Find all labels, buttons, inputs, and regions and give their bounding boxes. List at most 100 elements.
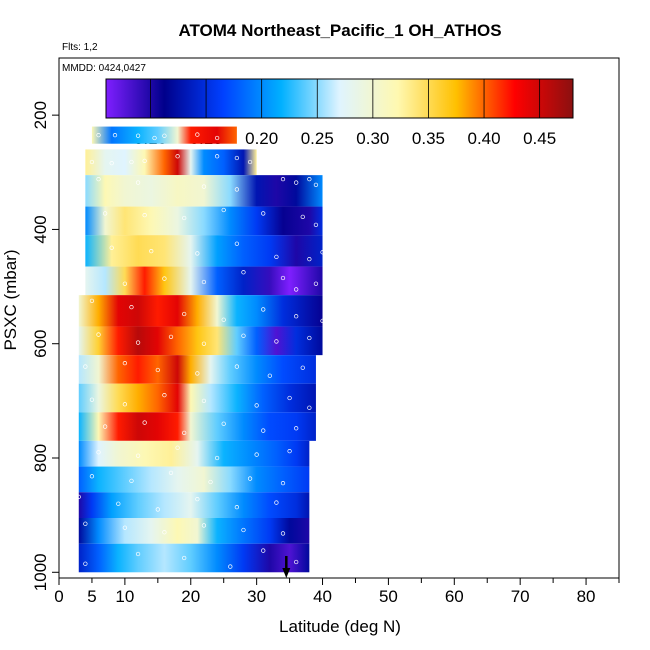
data-point bbox=[254, 403, 259, 408]
data-point bbox=[168, 334, 174, 340]
data-point bbox=[214, 135, 220, 141]
data-point bbox=[112, 132, 118, 138]
y-tick-label: 400 bbox=[31, 215, 50, 243]
flights-subtitle: Flts: 1,2 bbox=[62, 42, 98, 53]
data-point bbox=[129, 304, 134, 310]
heatmap-rows bbox=[78, 126, 323, 573]
data-point bbox=[122, 281, 128, 286]
data-point bbox=[89, 397, 95, 402]
colorbar-tick-label: 0.40 bbox=[468, 129, 501, 148]
data-point bbox=[307, 256, 312, 262]
heatmap-row bbox=[78, 412, 316, 441]
data-point bbox=[162, 392, 167, 398]
heatmap-row bbox=[78, 518, 310, 544]
data-point bbox=[201, 398, 207, 404]
data-point bbox=[155, 367, 160, 373]
heatmap-row bbox=[85, 175, 323, 207]
x-axis: 0 5 10 20 30 40 50 60 70 80 bbox=[54, 578, 620, 606]
data-point bbox=[234, 364, 240, 369]
data-point bbox=[201, 523, 207, 528]
heatmap-row bbox=[85, 266, 323, 296]
data-point bbox=[175, 154, 180, 159]
heatmap-row bbox=[78, 440, 310, 467]
x-axis-label: Latitude (deg N) bbox=[279, 617, 401, 636]
data-point bbox=[214, 455, 220, 461]
data-point bbox=[234, 155, 240, 161]
data-point bbox=[96, 176, 101, 182]
data-point bbox=[214, 154, 220, 159]
y-tick-label: 600 bbox=[31, 330, 50, 358]
data-point bbox=[149, 248, 154, 254]
data-point bbox=[307, 176, 312, 182]
data-point bbox=[162, 276, 167, 281]
data-point bbox=[287, 395, 292, 401]
data-point bbox=[162, 133, 167, 138]
colorbar-tick-label: 0.30 bbox=[356, 129, 389, 148]
y-axis: 200 400 600 800 1000 bbox=[31, 101, 59, 591]
data-point bbox=[241, 527, 246, 533]
data-point bbox=[307, 335, 312, 341]
y-tick-label: 800 bbox=[31, 444, 50, 472]
data-point bbox=[313, 182, 319, 188]
data-point bbox=[280, 531, 286, 536]
x-tick-label: 0 bbox=[54, 587, 63, 606]
data-point bbox=[83, 364, 88, 369]
data-point bbox=[182, 430, 187, 436]
data-point bbox=[135, 133, 141, 138]
dates-subtitle: MMDD: 0424,0427 bbox=[62, 63, 146, 74]
data-point bbox=[280, 480, 286, 486]
data-point bbox=[320, 250, 325, 255]
x-tick-label: 5 bbox=[87, 587, 96, 606]
chart-title: ATOM4 Northeast_Pacific_1 OH_ATHOS bbox=[178, 21, 501, 40]
data-point bbox=[102, 211, 108, 216]
data-point bbox=[221, 421, 226, 426]
data-point bbox=[102, 424, 108, 429]
data-point bbox=[162, 530, 167, 535]
data-point bbox=[254, 452, 259, 457]
data-point bbox=[89, 159, 95, 165]
data-point bbox=[294, 559, 299, 565]
data-point bbox=[261, 428, 266, 433]
data-point bbox=[313, 281, 319, 286]
data-point bbox=[96, 332, 101, 337]
data-point bbox=[122, 360, 128, 366]
data-point bbox=[201, 341, 207, 346]
x-tick-label: 70 bbox=[511, 587, 530, 606]
data-point bbox=[261, 307, 266, 312]
data-point bbox=[89, 474, 95, 479]
data-point bbox=[122, 402, 128, 407]
colorbar-tick-label: 0.25 bbox=[301, 129, 334, 148]
y-axis-label: PSXC (mbar) bbox=[1, 249, 20, 350]
heatmap-row bbox=[78, 295, 323, 327]
data-point bbox=[152, 135, 157, 141]
data-point bbox=[195, 371, 200, 376]
data-point bbox=[96, 132, 101, 138]
heatmap-row bbox=[78, 543, 310, 573]
x-tick-label: 40 bbox=[313, 587, 332, 606]
data-point bbox=[280, 176, 286, 182]
x-tick-label: 50 bbox=[379, 587, 398, 606]
heatmap-row bbox=[85, 206, 323, 236]
x-tick-label: 10 bbox=[115, 587, 134, 606]
data-point bbox=[234, 187, 240, 192]
heatmap-row bbox=[78, 383, 316, 413]
data-point bbox=[307, 405, 312, 410]
data-point bbox=[155, 507, 160, 512]
marker-head bbox=[282, 568, 291, 578]
plot-frame bbox=[58, 57, 620, 579]
data-point bbox=[135, 340, 141, 345]
data-point bbox=[182, 215, 187, 221]
data-point bbox=[182, 555, 187, 561]
heatmap-row bbox=[85, 235, 323, 267]
y-tick-label: 1000 bbox=[31, 553, 50, 591]
data-point bbox=[175, 445, 180, 450]
data-point bbox=[83, 561, 88, 566]
x-tick-label: 80 bbox=[577, 587, 596, 606]
data-point bbox=[201, 184, 207, 189]
data-point bbox=[274, 254, 279, 260]
heatmap-row bbox=[78, 326, 323, 356]
data-point bbox=[208, 479, 213, 485]
data-point bbox=[195, 496, 200, 502]
data-point bbox=[195, 251, 200, 256]
